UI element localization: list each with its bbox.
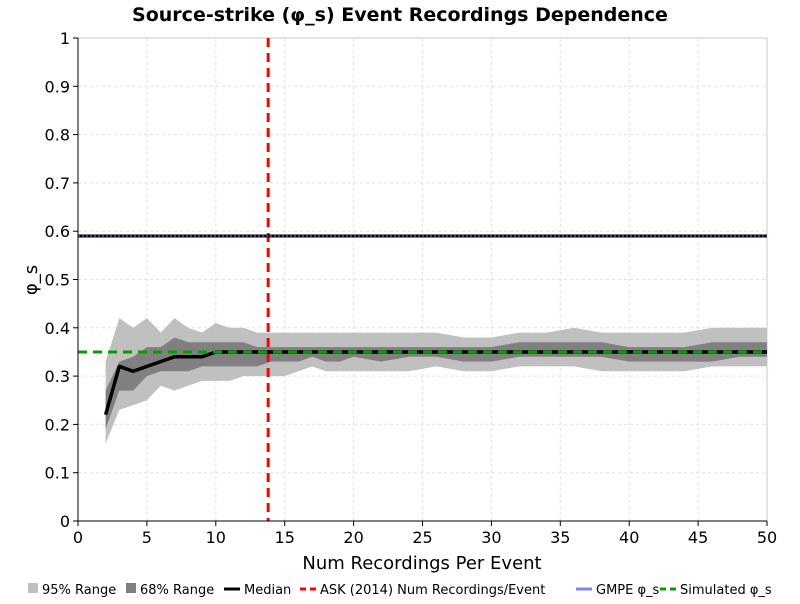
legend-item: Simulated φ_s: [660, 583, 772, 598]
legend-label: ASK (2014) Num Recordings/Event: [320, 583, 545, 598]
legend-label: 68% Range: [140, 583, 214, 598]
legend-item: ASK (2014) Num Recordings/Event: [300, 583, 545, 598]
grid-lines: [78, 38, 767, 521]
band-68-range: [105, 337, 768, 430]
legend-swatch: [28, 583, 38, 593]
y-tick-label: 0.9: [45, 77, 70, 96]
y-tick-label: 0: [60, 512, 70, 531]
x-tick-label: 5: [142, 528, 152, 547]
x-tick-label: 15: [275, 528, 295, 547]
legend-swatch: [126, 583, 136, 593]
range-bands: [105, 318, 768, 444]
y-tick-label: 0.4: [45, 319, 70, 338]
legend-label: 95% Range: [42, 583, 116, 598]
x-ticks: 0 5 10 15 20 25 30 35 40 45 50: [73, 521, 777, 547]
legend-label: GMPE φ_s: [596, 583, 660, 598]
x-axis-label: Num Recordings Per Event: [302, 553, 541, 574]
legend-item: 95% Range: [28, 583, 116, 598]
y-tick-label: 0.1: [45, 464, 70, 483]
legend-item: GMPE φ_s: [576, 583, 660, 598]
legend-item: Median: [224, 583, 291, 598]
y-tick-label: 0.7: [45, 174, 70, 193]
y-axis-label: φ_s: [21, 265, 42, 295]
median-layer: [78, 350, 767, 416]
x-tick-label: 40: [619, 528, 639, 547]
median-line: [103, 350, 767, 416]
legend-label: Simulated φ_s: [680, 583, 772, 598]
x-tick-label: 25: [412, 528, 432, 547]
x-tick-label: 35: [550, 528, 570, 547]
legend-item: 68% Range: [126, 583, 214, 598]
y-ticks: 0 0.1 0.2 0.3 0.4 0.5 0.6 0.7 0.8 0.9 1: [45, 29, 78, 531]
x-tick-label: 30: [481, 528, 501, 547]
y-tick-label: 0.6: [45, 222, 70, 241]
x-tick-label: 45: [688, 528, 708, 547]
reference-lines: [78, 38, 767, 521]
chart-title: Source-strike (φ_s) Event Recordings Dep…: [132, 4, 668, 26]
x-tick-label: 10: [206, 528, 226, 547]
legend: 95% Range 68% Range Median ASK (2014) Num R…: [28, 583, 772, 598]
y-tick-label: 0.8: [45, 126, 70, 145]
x-tick-label: 50: [757, 528, 777, 547]
legend-label: Median: [244, 583, 291, 598]
x-tick-label: 20: [343, 528, 363, 547]
y-tick-label: 0.2: [45, 415, 70, 434]
y-tick-label: 0.3: [45, 367, 70, 386]
y-tick-label: 0.5: [45, 271, 70, 290]
y-tick-label: 1: [60, 29, 70, 48]
x-tick-label: 0: [73, 528, 83, 547]
